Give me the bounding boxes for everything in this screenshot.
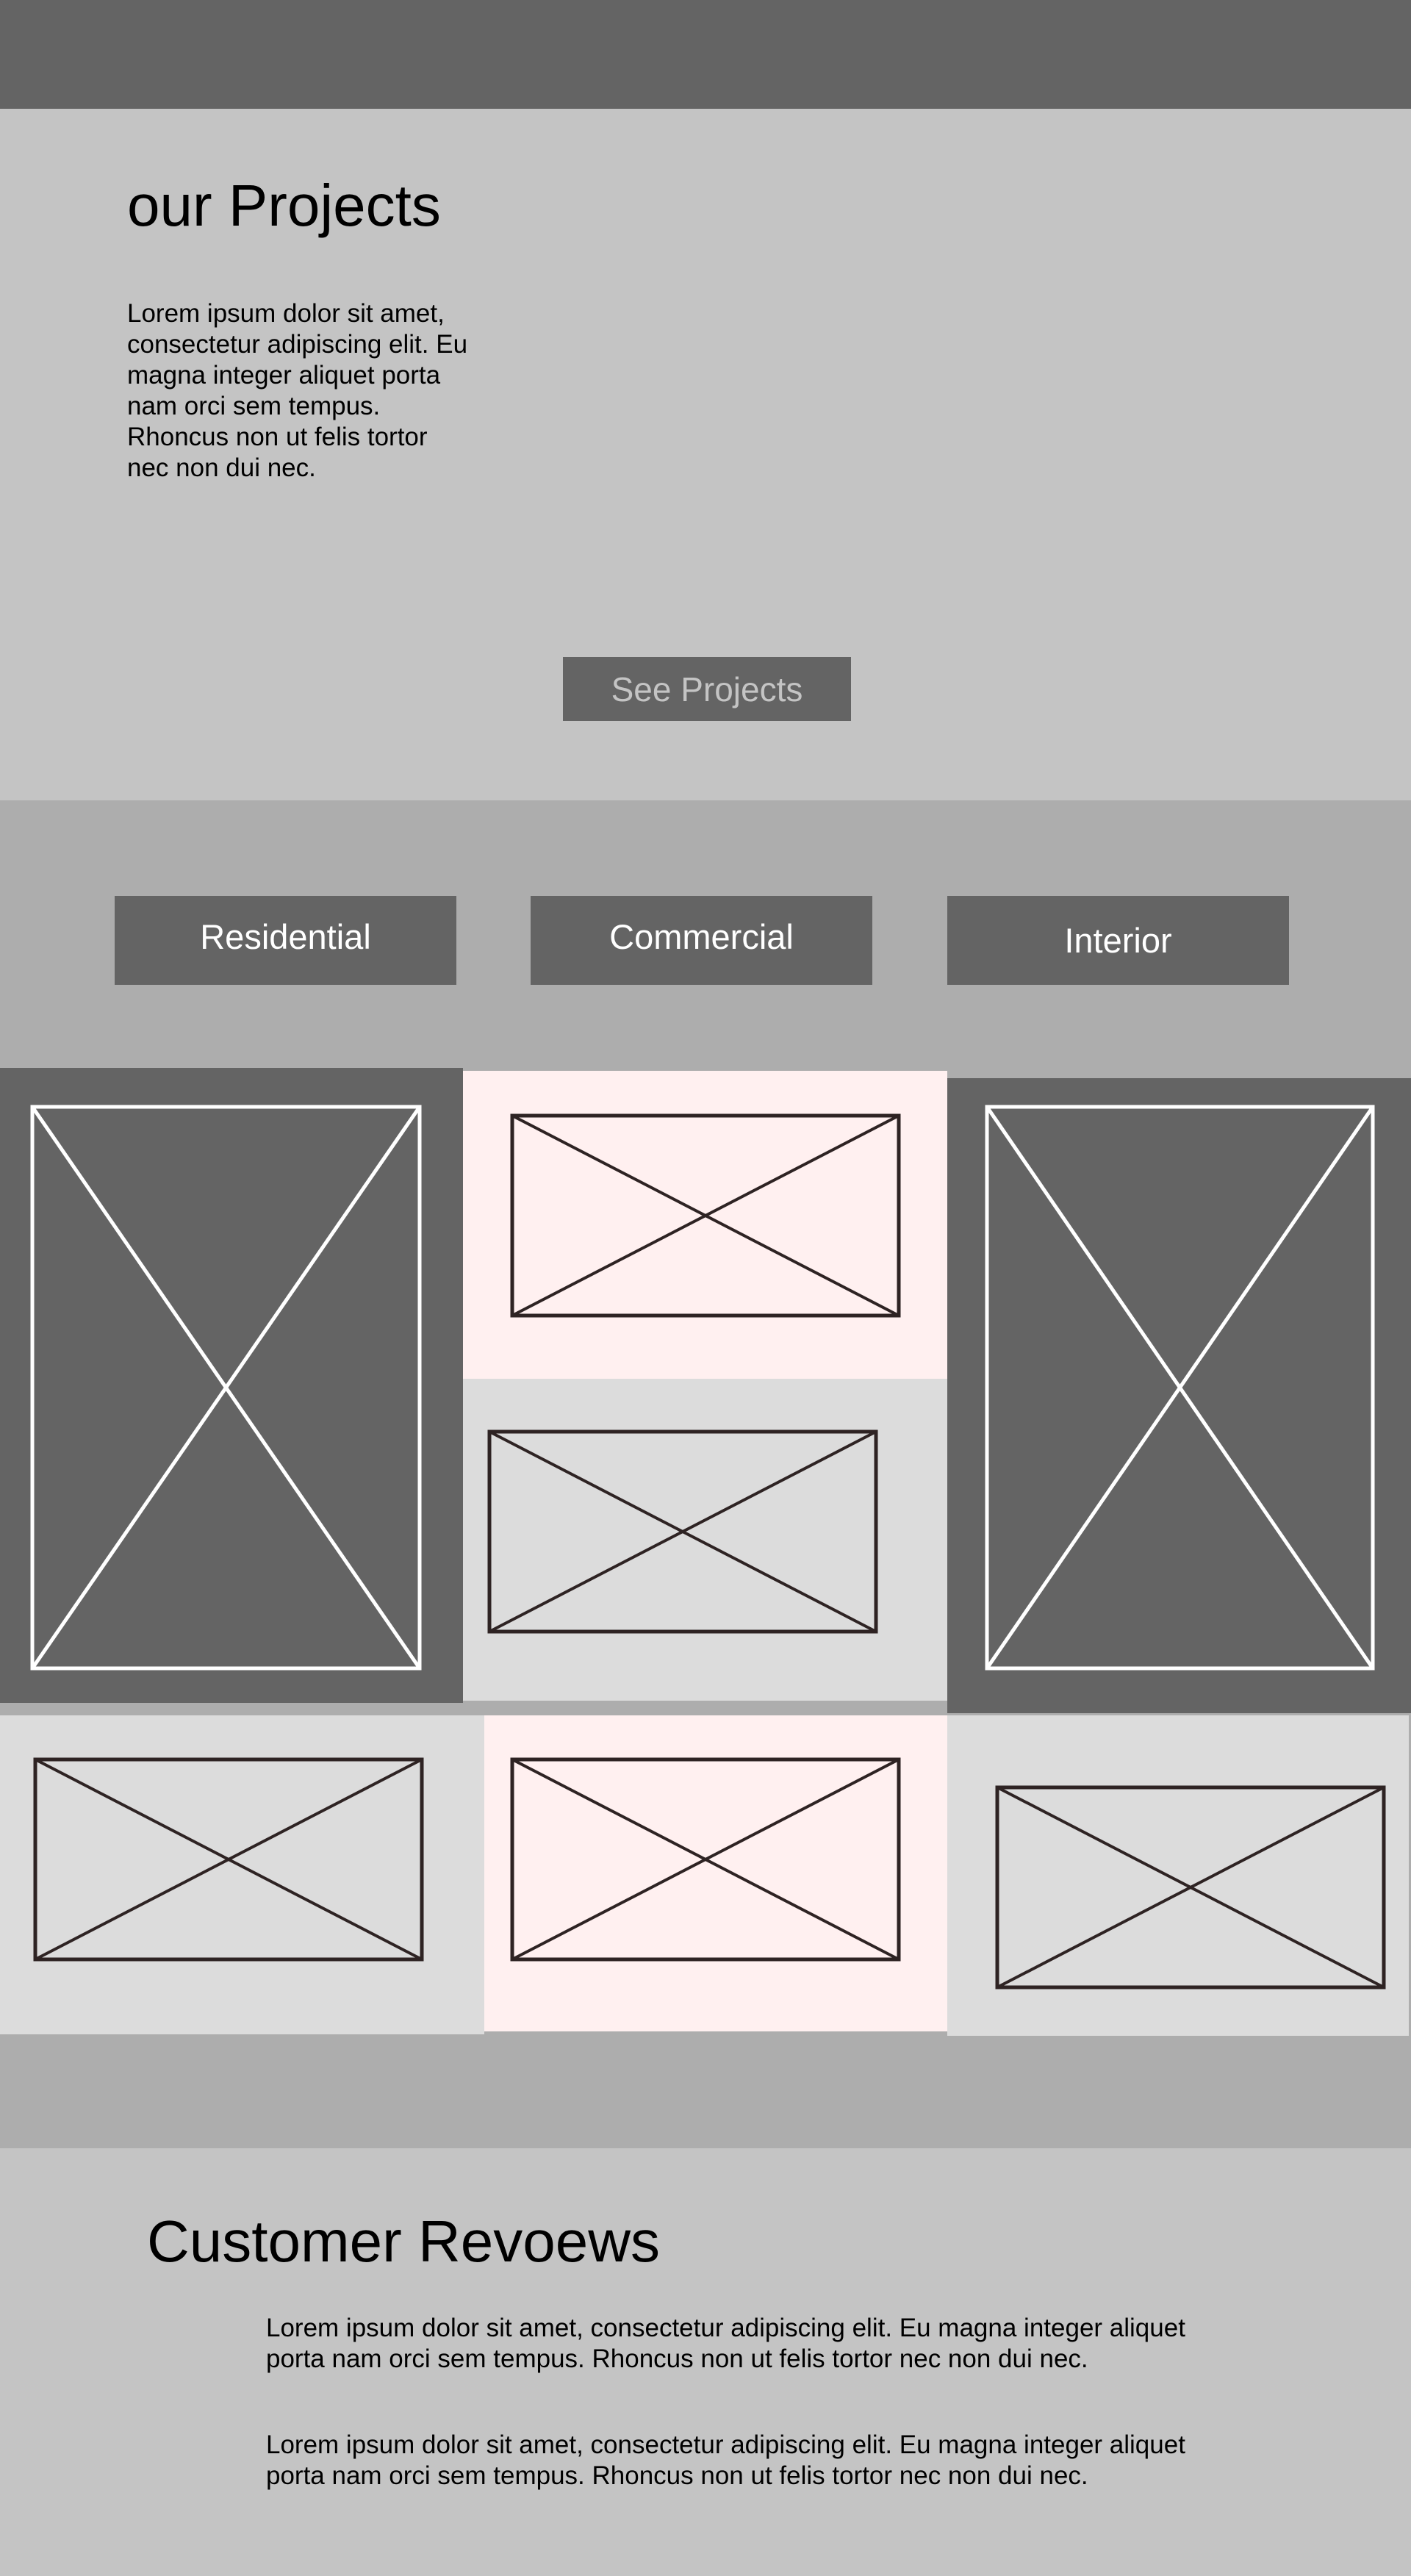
gallery-tile[interactable]: [484, 1715, 926, 2031]
gallery-tile-filler: [926, 1715, 947, 2031]
review-text: Lorem ipsum dolor sit amet, consectetur …: [266, 2430, 1185, 2490]
gallery-tile[interactable]: [0, 1068, 463, 1703]
gallery-tile[interactable]: [463, 1379, 947, 1701]
review-text: Lorem ipsum dolor sit amet, consectetur …: [266, 2314, 1185, 2373]
gallery-tile[interactable]: [947, 1078, 1411, 1713]
top-nav-bar: [0, 0, 1411, 109]
image-placeholder-icon: [510, 1113, 901, 1318]
image-placeholder-icon: [995, 1785, 1386, 1990]
image-placeholder-icon: [487, 1429, 878, 1634]
category-interior-button[interactable]: Interior: [947, 896, 1289, 985]
gallery-tile[interactable]: [947, 1715, 1409, 2036]
category-commercial-button[interactable]: Commercial: [531, 896, 872, 985]
category-residential-button[interactable]: Residential: [115, 896, 456, 985]
projects-title: our Projects: [127, 173, 441, 238]
reviews-title: Customer Revoews: [147, 2209, 661, 2274]
reviews-section: [0, 2148, 1411, 2576]
see-projects-button[interactable]: See Projects: [563, 657, 851, 721]
image-placeholder-icon: [510, 1757, 901, 1962]
gallery-tile[interactable]: [463, 1071, 947, 1379]
gallery-tile[interactable]: [0, 1715, 484, 2034]
image-placeholder-icon: [33, 1757, 424, 1962]
image-placeholder-icon: [30, 1105, 422, 1671]
projects-description: Lorem ipsum dolor sit amet, consectetur …: [127, 299, 468, 482]
image-placeholder-icon: [985, 1105, 1375, 1671]
